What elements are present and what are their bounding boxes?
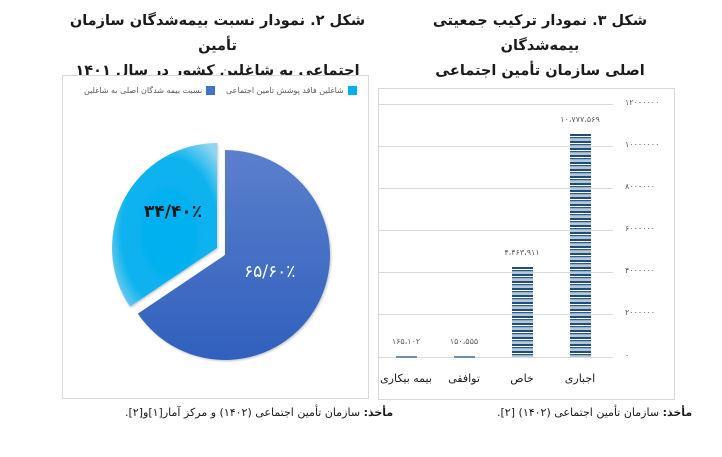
pie-chart-title-line1: شکل ۲. نمودار نسبت بیمه‌شدگان سازمان تأم… (69, 13, 366, 54)
bar-value-label: ۱۵۰،۵۵۵ (449, 337, 479, 346)
pie-label-uninsured: ۳۴/۴۰٪ (144, 202, 203, 222)
pie-label-insured: ۶۵/۶۰٪ (244, 262, 296, 282)
gridline (378, 314, 613, 315)
bar-chart-title: شکل ۳. نمودار ترکیب جمعیتی بیمه‌شدگان اص… (400, 9, 680, 84)
bar-ejbari (570, 134, 591, 357)
source-prefix: مأخذ: (363, 406, 394, 419)
gridline (378, 104, 613, 105)
bar-value-label: ۱۰،۷۷۷،۵۶۹ (560, 115, 600, 124)
y-tick: ۱۰۰۰۰۰۰۰ (625, 140, 660, 149)
y-tick: ۸۰۰۰۰۰۰ (625, 182, 656, 191)
y-tick: ۶۰۰۰۰۰۰ (625, 224, 656, 233)
x-label: اجباری (564, 372, 596, 385)
pie-slice-uninsured (112, 143, 217, 307)
source-prefix: مأخذ: (662, 406, 693, 419)
gridline (378, 230, 613, 231)
bar-khas (512, 267, 533, 357)
legend-label: شاغلین فاقد پوشش تامین اجتماعی (226, 86, 344, 95)
bar-tavafoghi (454, 356, 475, 358)
legend-swatch-light-blue (347, 86, 357, 95)
legend-item-uninsured: شاغلین فاقد پوشش تامین اجتماعی (226, 86, 357, 95)
bar-value-label: ۴،۴۶۳،۹۱۱ (504, 248, 540, 257)
y-tick: ۴۰۰۰۰۰۰ (625, 266, 656, 275)
gridline (378, 272, 613, 273)
bar-chart-title-line1: شکل ۳. نمودار ترکیب جمعیتی بیمه‌شدگان (432, 13, 648, 54)
gridline (378, 146, 613, 147)
legend-item-insured: نسبت بیمه شدگان اصلی به شاغلین (84, 86, 216, 95)
x-label: خاص (510, 372, 534, 385)
source-text: سازمان تأمین اجتماعی (۱۴۰۲) [۲]. (497, 406, 663, 419)
bar-chart-source: مأخذ: سازمان تأمین اجتماعی (۱۴۰۲) [۲]. (497, 406, 692, 419)
y-tick: ۱۲۰۰۰۰۰۰ (625, 98, 660, 107)
legend-swatch-dark-blue (206, 86, 216, 95)
pie-chart-source: مأخذ: سازمان تأمین اجتماعی (۱۴۰۲) و مرکز… (125, 406, 393, 419)
pie-slice-insured (137, 150, 331, 360)
y-tick: ۰ (625, 351, 630, 360)
bar-chart-title-line2: اصلی سازمان تأمین اجتماعی (435, 63, 645, 79)
x-axis-baseline (378, 357, 613, 358)
gridline (378, 188, 613, 189)
y-tick: ۲۰۰۰۰۰۰ (625, 308, 656, 317)
source-text: سازمان تأمین اجتماعی (۱۴۰۲) و مرکز آمار[… (125, 406, 364, 419)
bar-bime-bikari (396, 356, 417, 358)
x-label: توافقی (448, 372, 480, 385)
legend-label: نسبت بیمه شدگان اصلی به شاغلین (84, 86, 203, 95)
x-label: بیمه بیکاری (380, 372, 432, 385)
bar-value-label: ۱۶۵،۱۰۲ (391, 337, 421, 346)
